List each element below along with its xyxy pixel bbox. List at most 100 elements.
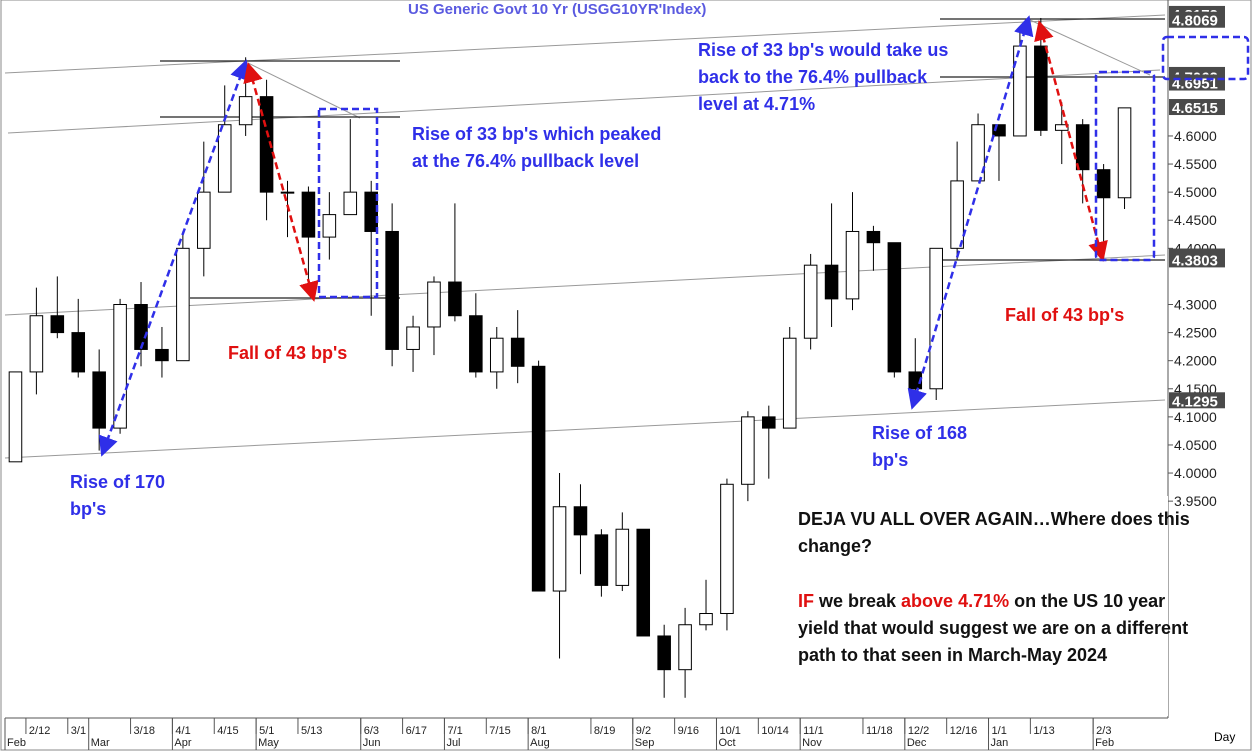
note-paragraph: IF we break above 4.71% on the US 10 yea… [798, 588, 1188, 669]
price-label-box [1169, 251, 1225, 268]
candle-body [678, 624, 692, 671]
price-label-box [1169, 11, 1225, 28]
candle-body [929, 247, 943, 390]
annotation-line: level at 4.71% [698, 94, 816, 114]
annotation: Fall of 43 bp's [228, 340, 347, 367]
candle-body [322, 214, 337, 238]
annotation: Rise of 168 bp's [872, 420, 967, 474]
price-label: 4.3803 [1172, 252, 1218, 269]
candle-body [217, 124, 232, 193]
candle-body [427, 281, 441, 328]
candle-body [866, 230, 881, 244]
candle-body [803, 264, 818, 339]
y-tick-label: 4.0500 [1174, 437, 1217, 453]
y-tick-label: 4.0000 [1174, 465, 1217, 481]
candle-body [343, 191, 358, 216]
candle-body [699, 613, 713, 626]
month-label: Mar [91, 737, 110, 749]
annotation-line: back to the 76.4% pullback [698, 67, 928, 87]
candle-body [29, 315, 44, 373]
candle-body [134, 304, 148, 350]
candle-body [301, 191, 316, 238]
candle-body [1013, 45, 1027, 137]
candle-body [50, 315, 65, 334]
candle-body [845, 230, 860, 300]
x-tick-label: 1/13 [1033, 725, 1054, 737]
candle-body [657, 635, 671, 671]
month-label: Sep [635, 737, 655, 749]
annotation-line: Rise of 33 bp's which peaked [412, 124, 662, 144]
candle-body [280, 191, 295, 194]
month-label: May [258, 737, 279, 749]
month-label: Jun [363, 737, 381, 749]
note-line: IF we break above 4.71% on the US 10 yea… [798, 588, 1188, 615]
candle-body [1034, 45, 1048, 131]
x-tick-label: 8/1 [531, 725, 546, 737]
y-tick-label: 3.9500 [1174, 493, 1217, 509]
annotation-line: DEJA VU ALL OVER AGAIN…Where does this [798, 509, 1190, 529]
month-label: Jul [446, 737, 460, 749]
x-tick-label: 3/1 [71, 725, 86, 737]
note-run: above 4.71% [901, 591, 1010, 611]
annotation: Rise of 170 bp's [70, 469, 165, 523]
price-label-box [1169, 99, 1225, 116]
x-tick-label: 3/18 [134, 725, 155, 737]
annotation-line: Rise of 33 bp's would take us [698, 40, 949, 60]
arrow [243, 62, 319, 302]
candle-body [636, 528, 651, 637]
candle-body [573, 506, 588, 536]
x-tick-label: 12/16 [950, 725, 978, 737]
candle-body [113, 304, 127, 429]
x-tick-label: 9/2 [636, 725, 651, 737]
note-background [798, 496, 1168, 716]
candle-body [197, 191, 211, 249]
annotation: Rise of 33 bp's would take us back to the… [698, 37, 948, 118]
candle-body [594, 534, 609, 586]
highlight-box [317, 107, 379, 299]
candle-body [510, 337, 525, 367]
y-tick-label: 4.5000 [1174, 184, 1217, 200]
x-tick-label: 6/3 [364, 725, 379, 737]
note-line: path to that seen in March-May 2024 [798, 642, 1188, 669]
y-tick-label: 4.2500 [1174, 325, 1217, 341]
x-tick-label: 5/1 [259, 725, 274, 737]
annotation-line: Rise of 170 [70, 472, 166, 492]
month-label: Dec [907, 737, 927, 749]
candle-body [782, 337, 797, 429]
candle-body [364, 191, 378, 232]
candle-body [385, 230, 399, 350]
candle-body [887, 242, 902, 373]
candle-body [8, 371, 23, 463]
candle-body [1117, 107, 1132, 199]
month-label: Aug [530, 737, 550, 749]
candle-body [176, 247, 190, 362]
x-tick-label: 4/1 [175, 725, 190, 737]
annotation-line: change? [798, 536, 873, 556]
x-tick-label: 11/1 [803, 725, 824, 737]
x-tick-label: 6/17 [406, 725, 427, 737]
arrow [907, 15, 1034, 410]
candle-body [720, 483, 734, 615]
overlays [98, 15, 1156, 457]
candle-body [71, 332, 86, 373]
x-tick-label: 11/18 [866, 725, 893, 737]
candle-body [469, 315, 483, 373]
candle-body [1075, 124, 1090, 171]
x-tick-label: 2/3 [1096, 725, 1111, 737]
month-label: Feb [7, 737, 26, 749]
x-tick-label: 8/19 [594, 725, 615, 737]
annotation-line: Fall of 43 bp's [228, 343, 348, 363]
trendline [4, 399, 1166, 459]
annotation: Fall of 43 bp's [1005, 302, 1124, 329]
candle-body [824, 264, 839, 300]
x-tick-label: 10/1 [719, 725, 740, 737]
price-label: 4.8069 [1172, 13, 1218, 30]
x-tick-label: 2/12 [29, 725, 50, 737]
x-tick-label: 4/15 [217, 725, 238, 737]
price-label-box [1169, 392, 1225, 409]
y-tick-label: 4.3000 [1174, 297, 1217, 313]
y-tick-label: 4.6000 [1174, 128, 1217, 144]
y-tick-label: 4.2000 [1174, 353, 1217, 369]
